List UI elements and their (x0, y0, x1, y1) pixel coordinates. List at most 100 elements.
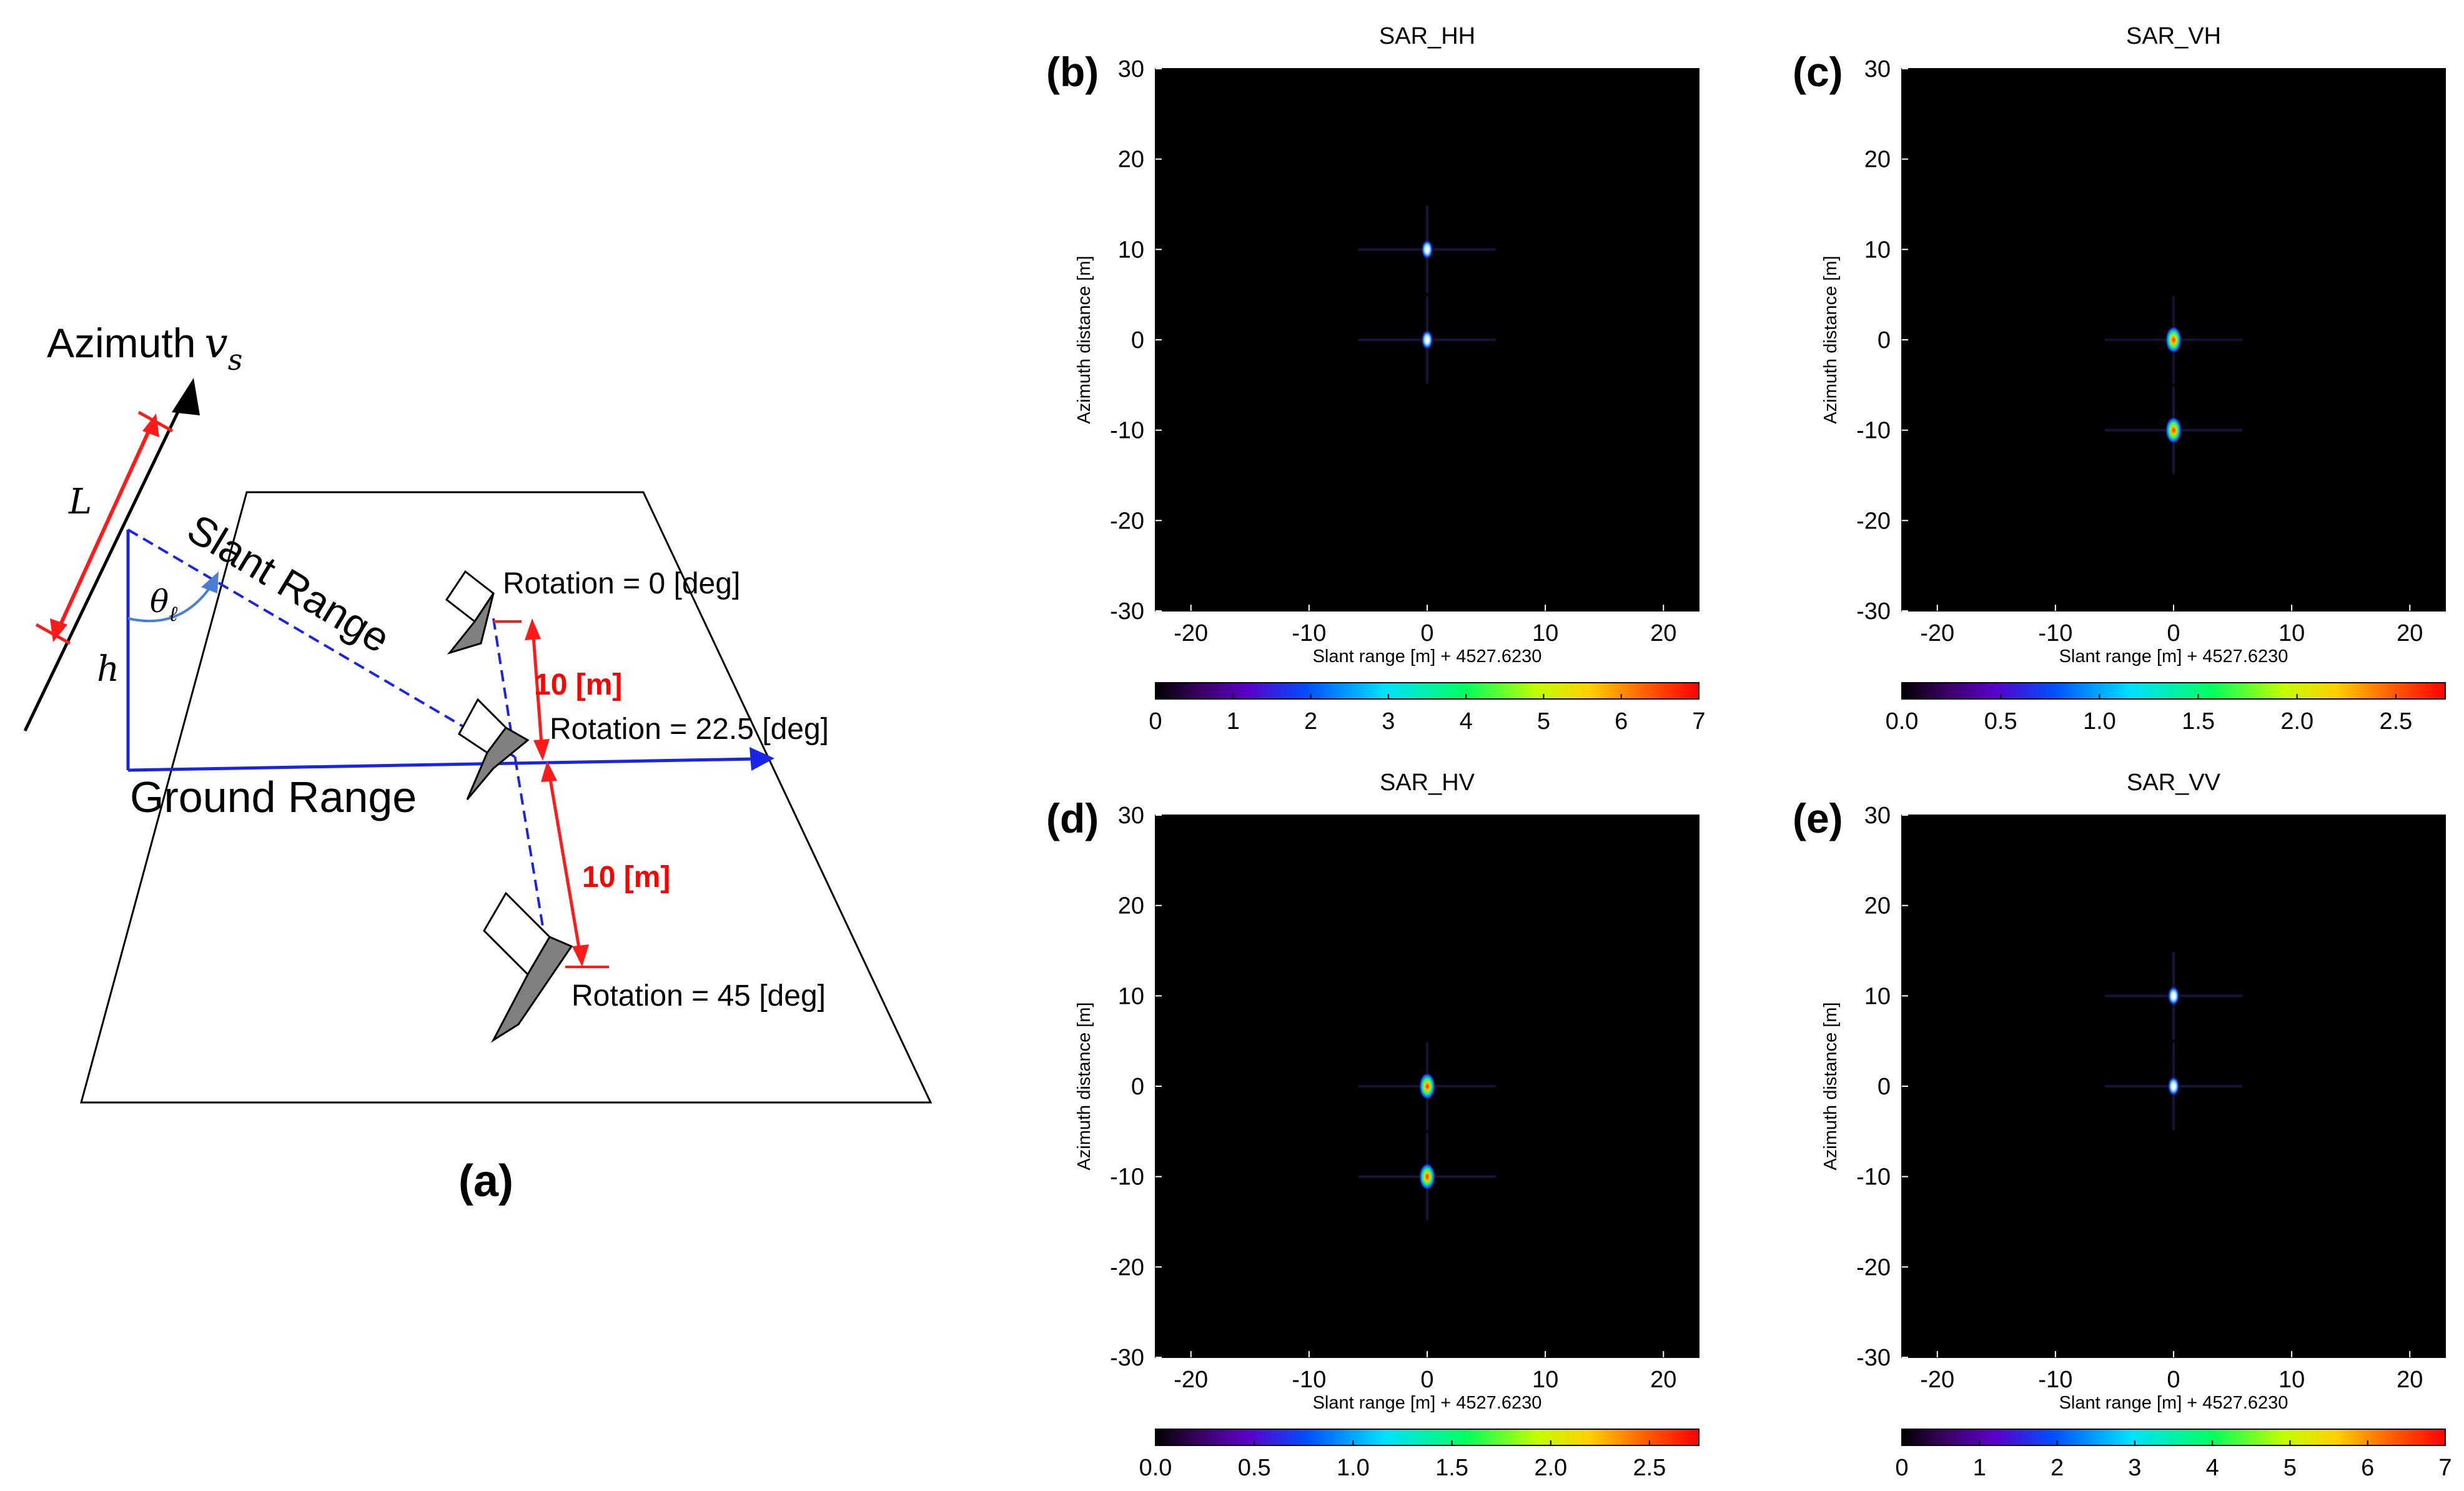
x-tick-label: -20 (1920, 1367, 1954, 1393)
y-tick-label: -30 (1110, 598, 1144, 625)
colorbar-tick-label: 0.5 (1984, 708, 2017, 735)
scatter-point (1420, 238, 1434, 260)
colorbar-tick-label: 5 (2283, 1455, 2297, 1481)
y-tick-label: 20 (1864, 893, 1891, 919)
scatter-point (2165, 325, 2182, 354)
x-tick-label: 20 (1650, 1367, 1676, 1393)
colorbar-tick-label: 4 (1460, 708, 1473, 735)
spacing-arrows (493, 618, 609, 968)
colorbar-tick-label: 2.5 (1633, 1455, 1666, 1481)
panel-label: (d) (1046, 795, 1099, 841)
reflector-22-5deg (458, 698, 530, 800)
plot-title: SAR_VV (2127, 770, 2221, 796)
radar-geometry (126, 528, 774, 950)
y-tick-label: 10 (1864, 237, 1891, 263)
colorbar-tick-label: 0.0 (1139, 1455, 1172, 1481)
scatter-point (2167, 984, 2180, 1007)
x-tick-label: 0 (2167, 620, 2180, 646)
x-tick-label: -10 (2038, 1367, 2072, 1393)
colorbar-tick-label: 2.0 (1534, 1455, 1567, 1481)
colorbar-tick-label: 2 (2051, 1455, 2064, 1481)
colorbar-tick-label: 6 (2361, 1455, 2374, 1481)
y-tick-label: 10 (1118, 237, 1144, 263)
colorbar-tick-label: 4 (2206, 1455, 2219, 1481)
y-tick-label: -30 (1856, 1345, 1891, 1371)
colorbar-tick-label: 3 (2128, 1455, 2141, 1481)
azimuth-track (23, 391, 189, 732)
reflector-0deg (445, 570, 495, 655)
reflector-label-0: Rotation = 0 [deg] (503, 567, 740, 600)
x-tick-label: 10 (2278, 620, 2305, 646)
length-L-marker (35, 410, 174, 645)
y-tick-label: 0 (1878, 327, 1891, 354)
y-tick-label: 10 (1864, 983, 1891, 1009)
geometry-diagram: Azimuth vs L h θℓ Slant Range Ground Rang… (23, 319, 933, 1206)
height-h-label: h (97, 649, 119, 690)
y-tick-label: 0 (1878, 1074, 1891, 1100)
x-tick-label: -10 (1292, 1367, 1326, 1393)
colorbar (1155, 1429, 1700, 1446)
colorbar-tick-label: 7 (2438, 1455, 2452, 1481)
x-tick-label: -20 (1174, 1367, 1208, 1393)
ground-range-label: Ground Range (130, 773, 417, 821)
x-tick-label: 20 (1650, 620, 1676, 646)
colorbar-tick-label: 1 (1973, 1455, 1986, 1481)
panel-label: (c) (1793, 49, 1843, 95)
sar-panel-sar_hv: SAR_HV (d) -20 -10 0 10 20 30 20 10 0 -10 -20 -30 Slan… (1046, 770, 1700, 1481)
y-axis-label: Azimuth distance [m] (1074, 255, 1094, 424)
sar-plots: SAR_HH(b)-20 -10 0 10 203020100-10-20-30Slan… (1046, 23, 2452, 1481)
colorbar-tick-label: 7 (1692, 708, 1705, 735)
x-axis-label: Slant range [m] + 4527.6230 (2059, 1393, 2288, 1413)
panel-label: (b) (1046, 49, 1099, 95)
scatter-point (1418, 1072, 1436, 1101)
reflector-45deg (483, 891, 573, 1043)
x-tick-label: 20 (2397, 620, 2423, 646)
x-axis-label: Slant range [m] + 4527.6230 (2059, 646, 2288, 666)
colorbar-tick-label: 5 (1537, 708, 1550, 735)
x-axis-label: Slant range [m] + 4527.6230 (1313, 646, 1542, 666)
y-tick-label: -30 (1856, 598, 1891, 625)
panel-a-label: (a) (458, 1156, 513, 1206)
y-tick-label: 0 (1131, 1074, 1144, 1100)
x-tick-label: -10 (1292, 620, 1326, 646)
scatter-point (1418, 1162, 1436, 1191)
y-tick-label: -10 (1110, 1164, 1144, 1191)
x-tick-label: -20 (1920, 620, 1954, 646)
x-tick-label: 10 (1532, 1367, 1558, 1393)
x-tick-label: 0 (2167, 1367, 2180, 1393)
y-tick-label: 10 (1118, 983, 1144, 1009)
y-tick-label: 20 (1864, 147, 1891, 173)
look-angle-label: θℓ (150, 583, 177, 627)
colorbar (1901, 1429, 2446, 1446)
y-tick-label: -20 (1856, 508, 1891, 534)
y-tick-label: -10 (1856, 418, 1891, 444)
sar-panel-sar_vv: SAR_VV(e)-20 -10 0 10 203020100-10-20-30Slan… (1793, 770, 2452, 1481)
colorbar-tick-label: 2 (1304, 708, 1317, 735)
y-tick-label: 20 (1118, 147, 1144, 173)
panel-label: (e) (1793, 795, 1843, 841)
y-tick-label: 30 (1864, 56, 1891, 82)
y-axis-label: Azimuth distance [m] (1074, 1002, 1094, 1170)
colorbar-tick-label: 3 (1382, 708, 1395, 735)
spacing-top-label: 10 [m] (534, 668, 622, 701)
y-axis-label: Azimuth distance [m] (1821, 1002, 1841, 1170)
y-tick-label: -20 (1110, 508, 1144, 534)
x-tick-label: -20 (1174, 620, 1208, 646)
colorbar-tick-label: 0 (1149, 708, 1162, 735)
colorbar-tick-label: 1.5 (2182, 708, 2215, 735)
x-tick-label: 10 (2278, 1367, 2305, 1393)
colorbar-tick-label: 0 (1895, 1455, 1908, 1481)
colorbar (1155, 682, 1700, 700)
colorbar-tick-label: 1.0 (2083, 708, 2116, 735)
scatter-point (2165, 416, 2182, 445)
x-tick-label: 10 (1532, 620, 1558, 646)
y-tick-label: -30 (1110, 1345, 1144, 1371)
y-tick-label: -20 (1110, 1254, 1144, 1280)
length-L-label: L (68, 482, 92, 522)
y-tick-label: 30 (1118, 803, 1144, 829)
sar-panel-sar_vh: SAR_VH (c) -20 -10 0 10 20 30 20 10 0 -10 -20 -30 Slan… (1793, 23, 2446, 735)
colorbar-tick-label: 2.5 (2379, 708, 2412, 735)
colorbar-tick-label: 1 (1227, 708, 1240, 735)
colorbar-tick-label: 0.5 (1238, 1455, 1271, 1481)
